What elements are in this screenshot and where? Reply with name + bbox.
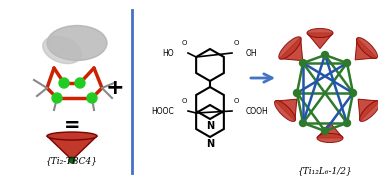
Circle shape [322, 51, 328, 59]
Polygon shape [47, 136, 97, 160]
Circle shape [59, 78, 69, 88]
Text: O: O [233, 40, 239, 46]
Text: =: = [64, 117, 80, 135]
Ellipse shape [43, 36, 81, 64]
Text: O: O [181, 40, 187, 46]
Text: HOOC: HOOC [151, 107, 174, 115]
Circle shape [293, 89, 301, 96]
Polygon shape [307, 33, 333, 49]
Circle shape [69, 157, 75, 163]
Ellipse shape [47, 25, 107, 61]
Ellipse shape [47, 132, 97, 140]
Text: COOH: COOH [246, 107, 269, 115]
Circle shape [322, 128, 328, 135]
Polygon shape [355, 38, 377, 60]
Text: O: O [181, 98, 187, 104]
Polygon shape [275, 99, 297, 121]
Ellipse shape [317, 133, 343, 143]
Ellipse shape [274, 100, 296, 122]
Circle shape [344, 59, 350, 66]
Circle shape [75, 78, 85, 88]
Polygon shape [358, 99, 378, 121]
Circle shape [344, 119, 350, 126]
Text: +: + [106, 78, 124, 98]
Ellipse shape [356, 38, 378, 59]
FancyArrowPatch shape [251, 74, 272, 82]
Polygon shape [279, 37, 303, 61]
Polygon shape [317, 122, 343, 138]
Text: HO: HO [163, 48, 174, 57]
Ellipse shape [307, 28, 333, 38]
Circle shape [299, 119, 307, 126]
Circle shape [350, 89, 356, 96]
Text: O: O [233, 98, 239, 104]
Circle shape [87, 93, 97, 103]
Text: {Ti₁₂L₆-1/2}: {Ti₁₂L₆-1/2} [297, 167, 352, 175]
Circle shape [299, 59, 307, 66]
Text: {Ti₂-TBC4}: {Ti₂-TBC4} [46, 156, 98, 165]
Text: N: N [206, 139, 214, 149]
Text: OH: OH [246, 48, 258, 57]
Circle shape [52, 93, 62, 103]
Ellipse shape [359, 100, 378, 122]
Ellipse shape [279, 37, 301, 59]
Text: N: N [206, 121, 214, 131]
